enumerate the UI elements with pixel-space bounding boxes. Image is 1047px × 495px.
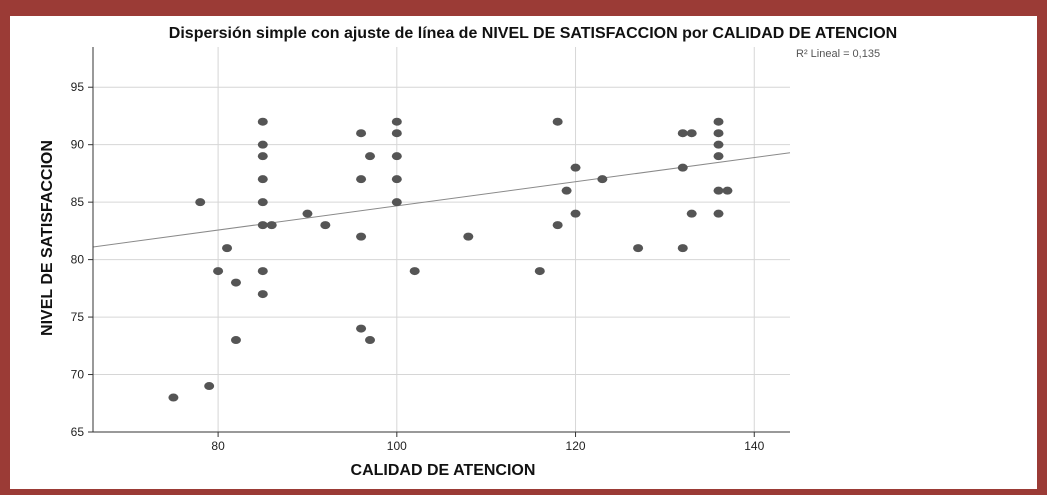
data-point [678, 129, 688, 137]
y-tick-label: 70 [71, 368, 85, 382]
data-point [365, 152, 375, 160]
data-point [571, 164, 581, 172]
data-point [168, 394, 178, 402]
y-tick-label: 85 [71, 195, 85, 209]
data-point [356, 129, 366, 137]
x-tick-label: 100 [387, 439, 407, 453]
data-point [365, 336, 375, 344]
data-point [597, 175, 607, 183]
data-point [678, 244, 688, 252]
chart-title: Dispersión simple con ajuste de línea de… [169, 25, 897, 42]
r2-annotation: R² Lineal = 0,135 [796, 48, 880, 60]
data-point [553, 221, 563, 229]
data-point [258, 118, 268, 126]
y-tick-label: 75 [71, 310, 85, 324]
y-tick-label: 95 [71, 80, 85, 94]
data-point [258, 290, 268, 298]
data-point [463, 233, 473, 241]
x-tick-label: 120 [566, 439, 586, 453]
x-axis-title: CALIDAD DE ATENCION [351, 462, 536, 479]
data-point [410, 267, 420, 275]
data-point [535, 267, 545, 275]
data-point [356, 325, 366, 333]
data-point [213, 267, 223, 275]
data-point [678, 164, 688, 172]
data-point [204, 382, 214, 390]
data-point [571, 210, 581, 218]
data-point [267, 221, 277, 229]
y-tick-label: 90 [71, 138, 85, 152]
data-point [714, 187, 724, 195]
data-point [392, 129, 402, 137]
data-point [392, 175, 402, 183]
data-point [258, 141, 268, 149]
x-tick-label: 80 [211, 439, 225, 453]
data-point [687, 129, 697, 137]
data-point [195, 198, 205, 206]
data-point [714, 141, 724, 149]
data-point [231, 279, 241, 287]
data-point [258, 175, 268, 183]
data-point [320, 221, 330, 229]
data-point [356, 175, 366, 183]
data-point [562, 187, 572, 195]
data-point [258, 267, 268, 275]
y-axis-title: NIVEL DE SATISFACCION [39, 140, 56, 336]
data-point [392, 198, 402, 206]
data-point [722, 187, 732, 195]
y-tick-label: 80 [71, 253, 85, 267]
data-point [222, 244, 232, 252]
data-point [302, 210, 312, 218]
data-point [356, 233, 366, 241]
data-point [258, 221, 268, 229]
data-point [714, 129, 724, 137]
data-point [553, 118, 563, 126]
data-point [392, 118, 402, 126]
data-point [258, 152, 268, 160]
y-tick-label: 65 [71, 425, 85, 439]
data-point [231, 336, 241, 344]
grid-lines [93, 47, 790, 432]
data-point [714, 210, 724, 218]
data-point [633, 244, 643, 252]
data-point [258, 198, 268, 206]
data-point [392, 152, 402, 160]
x-tick-label: 140 [744, 439, 764, 453]
data-point [687, 210, 697, 218]
data-point [714, 152, 724, 160]
data-point [714, 118, 724, 126]
